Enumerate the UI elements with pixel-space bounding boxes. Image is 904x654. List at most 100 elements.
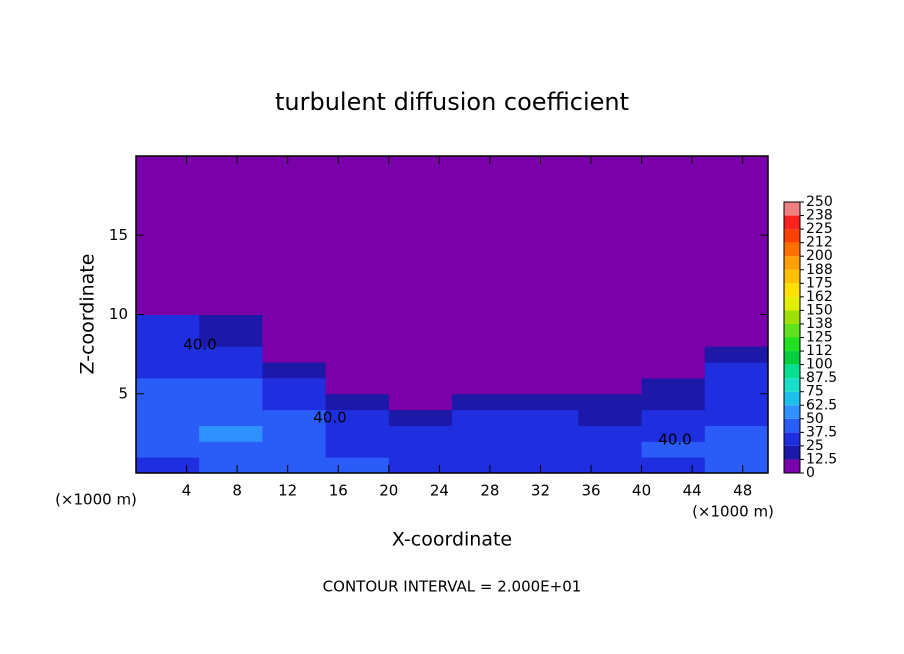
colorbar-band [784, 337, 800, 352]
field-cell [452, 393, 516, 411]
colorbar-band [784, 351, 800, 365]
field-cell [515, 377, 579, 395]
field-cell [388, 156, 453, 315]
field-cell [136, 409, 200, 426]
x-unit: (×1000 m) [692, 503, 774, 521]
x-tick-label: 16 [329, 482, 348, 500]
field-cell [262, 441, 327, 458]
field-cell [136, 362, 200, 379]
x-tick-label: 8 [232, 482, 242, 500]
field-cell [515, 457, 579, 474]
colorbar-band [784, 310, 800, 324]
field-cell [641, 393, 706, 411]
field-cell [452, 425, 516, 442]
field-cell [325, 457, 390, 474]
field-cell [515, 393, 579, 411]
field-cell [325, 409, 390, 426]
field-cell [388, 409, 453, 426]
contour-label: 40.0 [313, 409, 346, 427]
x-tick-label: 20 [379, 482, 398, 500]
field-cell [641, 314, 706, 347]
field-cell [199, 346, 263, 363]
field-cell [515, 346, 579, 363]
field-cell [578, 377, 643, 395]
field-cell [578, 393, 643, 411]
field-cell [641, 441, 706, 458]
field-cell [704, 441, 769, 458]
colorbar-band [784, 215, 800, 230]
colorbar-band [784, 405, 800, 419]
field-cell [262, 346, 327, 363]
field-cell [704, 346, 769, 363]
field-cell [136, 425, 200, 442]
field-cell [452, 409, 516, 426]
field-cell [388, 362, 453, 379]
x-tick-label: 44 [683, 482, 702, 500]
colorbar-band [784, 229, 800, 243]
colorbar-band [784, 378, 800, 392]
field-cell [452, 314, 516, 347]
field-cell [578, 409, 643, 426]
colorbar-label: 37.5 [806, 424, 837, 440]
colorbar-label: 138 [806, 316, 833, 332]
field-cell [578, 425, 643, 442]
field-cell [199, 362, 263, 379]
field-cell [515, 441, 579, 458]
colorbar-label: 200 [806, 248, 833, 264]
field-cell [325, 441, 390, 458]
colorbar-label: 100 [806, 357, 833, 373]
contour-label: 40.0 [658, 431, 691, 449]
colorbar-band [784, 242, 800, 257]
field-cell [136, 441, 200, 458]
colorbar-label: 0 [806, 465, 815, 481]
field-cell [641, 409, 706, 426]
colorbar-band [784, 432, 800, 446]
chart-title: turbulent diffusion coefficient [275, 88, 629, 116]
field-cell [704, 425, 769, 442]
field-cell [136, 393, 200, 411]
colorbar-label: 162 [806, 289, 833, 305]
field-cell [704, 362, 769, 379]
field-cell [325, 346, 390, 363]
field-cell [578, 156, 643, 315]
field-cell [325, 156, 390, 315]
field-cell [199, 441, 263, 458]
field-cell [452, 362, 516, 379]
field-cell [641, 362, 706, 379]
field-cell [262, 314, 327, 347]
field-cell [515, 156, 579, 315]
field-cell [704, 393, 769, 411]
field-cell [199, 409, 263, 426]
y-unit: (×1000 m) [55, 491, 137, 509]
field-cell [388, 393, 453, 411]
field-cell [136, 156, 200, 315]
x-tick-label: 40 [632, 482, 651, 500]
colorbar-band [784, 459, 800, 473]
colorbar-label: 212 [806, 235, 833, 251]
field-cell [325, 425, 390, 442]
colorbar-band [784, 323, 800, 338]
x-axis-label: X-coordinate [392, 529, 512, 551]
field-cell [452, 377, 516, 395]
field-cell [515, 409, 579, 426]
colorbar-label: 188 [806, 262, 833, 278]
colorbar-label: 238 [806, 208, 833, 224]
field-cell [578, 346, 643, 363]
colorbar-band [784, 445, 800, 460]
field-cell [136, 377, 200, 395]
colorbar-label: 25 [806, 438, 824, 454]
field-cell [262, 425, 327, 442]
field-cell [262, 409, 327, 426]
field-cell [388, 377, 453, 395]
colorbar-band [784, 202, 800, 216]
field-cell [578, 362, 643, 379]
colorbar-label: 87.5 [806, 370, 837, 386]
field-cell [452, 441, 516, 458]
colorbar-band [784, 418, 800, 433]
y-axis-label: Z-coordinate [77, 254, 99, 375]
x-tick-label: 24 [430, 482, 449, 500]
field-cell [325, 377, 390, 395]
field-cell [262, 156, 327, 315]
field-cell [388, 314, 453, 347]
